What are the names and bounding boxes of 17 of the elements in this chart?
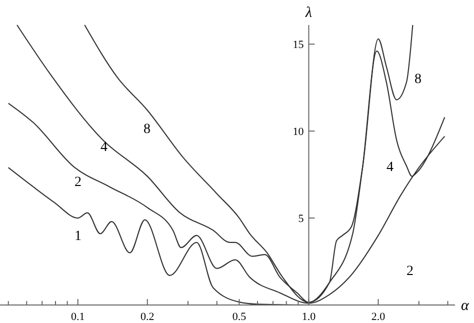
- x-tick-label: 1.0: [302, 311, 316, 323]
- x-tick-label: 0.2: [140, 311, 154, 323]
- y-axis-title: λ: [304, 5, 312, 21]
- y-tick-label: 10: [292, 126, 304, 138]
- annotation: 8: [414, 72, 422, 88]
- y-tick-label: 5: [298, 213, 304, 226]
- annotation: 2: [74, 175, 82, 190]
- annotation: 2: [406, 264, 414, 280]
- annotation: 1: [74, 229, 82, 244]
- x-tick-label: 0.5: [232, 311, 247, 323]
- x-axis-title: α: [461, 298, 470, 314]
- annotation: 8: [144, 122, 150, 138]
- x-tick-label: 0.1: [70, 311, 85, 323]
- y-tick-label: 15: [292, 39, 304, 52]
- annotation: 4: [386, 160, 394, 176]
- annotation: 4: [100, 140, 108, 156]
- x-tick-label: 2.0: [371, 311, 386, 323]
